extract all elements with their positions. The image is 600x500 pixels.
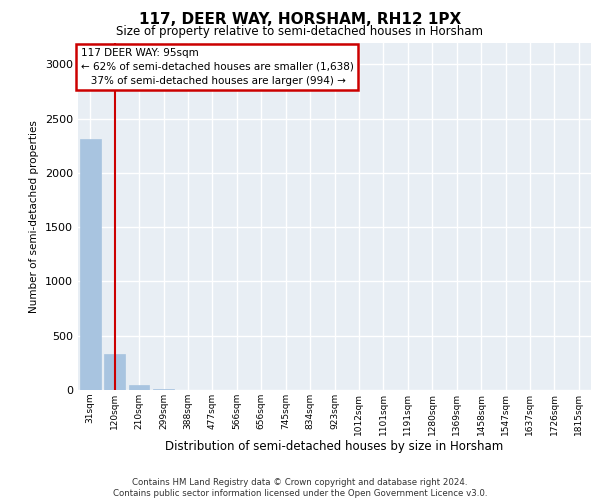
- Bar: [128, 385, 149, 390]
- Text: 117 DEER WAY: 95sqm
← 62% of semi-detached houses are smaller (1,638)
   37% of : 117 DEER WAY: 95sqm ← 62% of semi-detach…: [80, 48, 353, 86]
- Text: Contains HM Land Registry data © Crown copyright and database right 2024.
Contai: Contains HM Land Registry data © Crown c…: [113, 478, 487, 498]
- Y-axis label: Number of semi-detached properties: Number of semi-detached properties: [29, 120, 40, 312]
- Text: Size of property relative to semi-detached houses in Horsham: Size of property relative to semi-detach…: [116, 25, 484, 38]
- X-axis label: Distribution of semi-detached houses by size in Horsham: Distribution of semi-detached houses by …: [166, 440, 503, 454]
- Bar: [80, 139, 101, 390]
- Bar: [104, 354, 125, 390]
- Text: 117, DEER WAY, HORSHAM, RH12 1PX: 117, DEER WAY, HORSHAM, RH12 1PX: [139, 12, 461, 26]
